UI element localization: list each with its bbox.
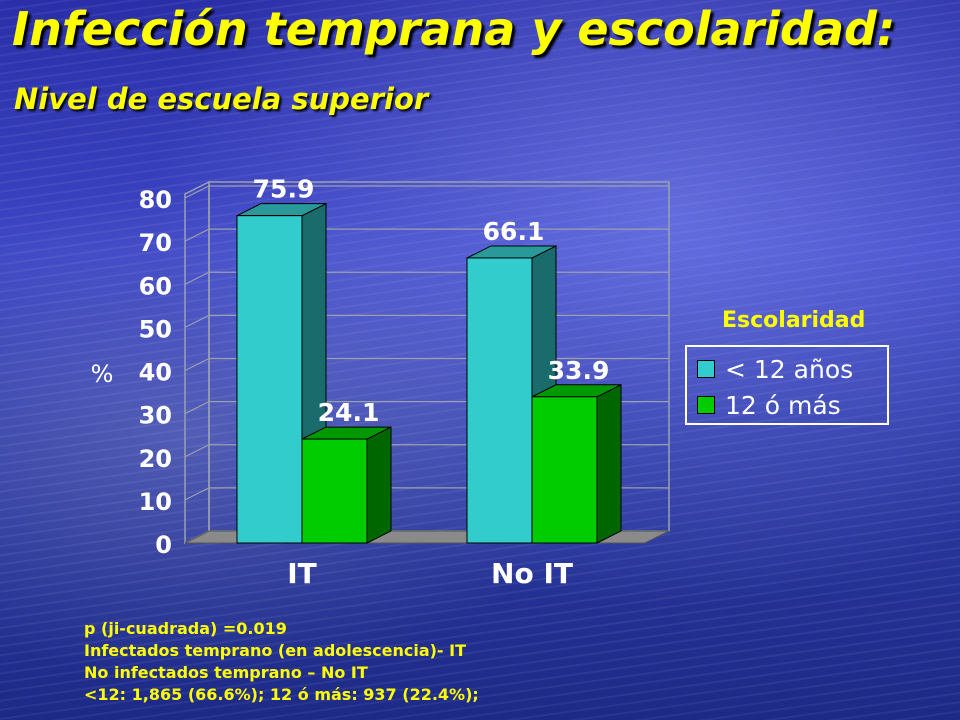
- y-axis-label: %: [91, 360, 114, 388]
- x-category-labels: IT No IT: [287, 557, 573, 590]
- slide-title: Infección temprana y escolaridad:: [12, 2, 896, 56]
- data-labels: 75.9 24.1 66.1 33.9: [253, 175, 610, 427]
- footnote-line: Infectados temprano (en adolescencia)- I…: [84, 641, 466, 660]
- legend-item: 12 ó más: [697, 389, 841, 421]
- y-tick-label: 70: [139, 229, 172, 257]
- y-tick-label: 80: [139, 186, 172, 214]
- slide-subtitle: Nivel de escuela superior: [14, 82, 429, 116]
- x-category-label: IT: [287, 557, 317, 590]
- legend-title: Escolaridad: [722, 308, 866, 333]
- data-label: 24.1: [318, 398, 380, 427]
- bar-side: [596, 383, 622, 544]
- y-tick-label: 50: [139, 315, 172, 343]
- footnote-line: p (ji-cuadrada) =0.019: [84, 619, 287, 638]
- data-label: 75.9: [253, 175, 315, 204]
- footnotes: p (ji-cuadrada) =0.019 Infectados tempra…: [84, 618, 479, 706]
- legend-label: < 12 años: [725, 354, 854, 384]
- data-label: 33.9: [548, 356, 610, 385]
- footnote-line: No infectados temprano – No IT: [84, 663, 368, 682]
- side-wall: [184, 180, 210, 545]
- bar: [531, 396, 598, 544]
- gridline: [184, 228, 669, 242]
- bar-side: [366, 426, 392, 544]
- footnote-line: <12: 1,865 (66.6%); 12 ó más: 937 (22.4%…: [84, 685, 479, 704]
- y-tick-label: 30: [139, 402, 172, 430]
- y-tick-label: 10: [139, 488, 172, 516]
- bar: [466, 257, 533, 544]
- y-tick-label: 20: [139, 445, 172, 473]
- legend-label: 12 ó más: [725, 390, 841, 420]
- bar: [301, 438, 368, 544]
- y-tick-label: 40: [139, 359, 172, 387]
- y-tick-labels: 0 10 20 30 40 50 60 70 80: [139, 186, 172, 559]
- y-tick-label: 60: [139, 272, 172, 300]
- chart-legend: < 12 años 12 ó más: [685, 345, 889, 425]
- bar: [236, 215, 303, 544]
- y-tick-label: 0: [155, 531, 172, 559]
- chart-bars: [236, 202, 622, 544]
- x-category-label: No IT: [491, 557, 573, 590]
- gridline: [184, 185, 669, 199]
- legend-item: < 12 años: [697, 353, 853, 385]
- legend-swatch-12-or-more: [697, 396, 715, 414]
- data-label: 66.1: [483, 217, 545, 246]
- legend-swatch-under-12: [697, 360, 715, 378]
